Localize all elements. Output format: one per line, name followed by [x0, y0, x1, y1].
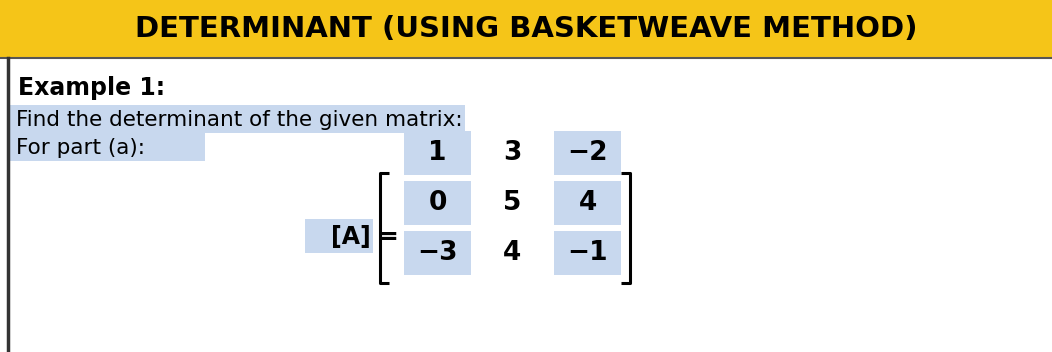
FancyBboxPatch shape [11, 133, 205, 161]
FancyBboxPatch shape [554, 181, 621, 225]
Text: 3: 3 [503, 140, 522, 166]
Text: Example 1:: Example 1: [18, 76, 165, 100]
FancyBboxPatch shape [554, 131, 621, 175]
Text: 5: 5 [503, 190, 522, 216]
Text: −3: −3 [418, 240, 458, 266]
Text: 0: 0 [428, 190, 447, 216]
Text: DETERMINANT (USING BASKETWEAVE METHOD): DETERMINANT (USING BASKETWEAVE METHOD) [135, 15, 917, 43]
Text: [A] =: [A] = [331, 225, 399, 249]
Text: Find the determinant of the given matrix:: Find the determinant of the given matrix… [16, 110, 463, 130]
Text: 4: 4 [503, 240, 522, 266]
Text: 4: 4 [579, 190, 596, 216]
Text: For part (a):: For part (a): [16, 138, 145, 158]
Text: 1: 1 [428, 140, 447, 166]
FancyBboxPatch shape [11, 105, 465, 133]
FancyBboxPatch shape [554, 231, 621, 275]
FancyBboxPatch shape [404, 181, 471, 225]
FancyBboxPatch shape [0, 0, 1052, 58]
FancyBboxPatch shape [404, 131, 471, 175]
Text: −1: −1 [567, 240, 608, 266]
Text: −2: −2 [567, 140, 608, 166]
FancyBboxPatch shape [305, 219, 373, 253]
FancyBboxPatch shape [404, 231, 471, 275]
